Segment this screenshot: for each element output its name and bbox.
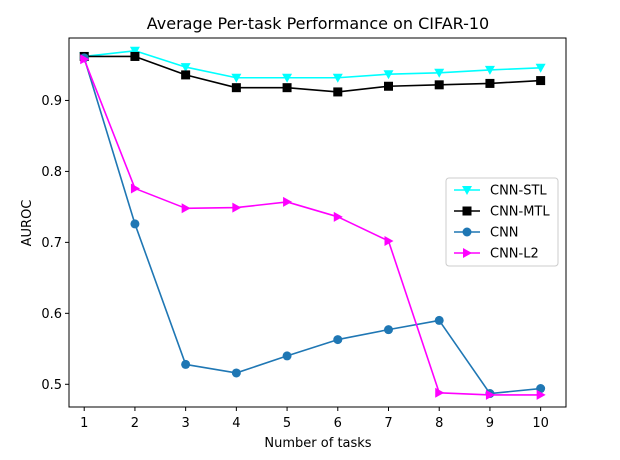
legend-label: CNN (490, 226, 519, 241)
series-line (83, 57, 541, 395)
data-point (384, 235, 394, 246)
x-tick-label: 6 (334, 416, 342, 431)
legend-item-cnn-l2: CNN-L2 (454, 247, 539, 262)
legend-label: CNN-L2 (490, 247, 539, 262)
legend-label: CNN-STL (490, 184, 547, 199)
data-point (130, 219, 140, 229)
y-axis: 0.5 0.6 0.7 0.8 0.9 (41, 94, 69, 393)
data-point (181, 203, 191, 214)
legend-marker (462, 206, 472, 216)
legend-item-cnn-mtl: CNN-MTL (454, 205, 550, 220)
series-line (84, 55, 541, 93)
series-line (84, 49, 541, 79)
data-point (282, 73, 293, 83)
legend: CNN-STL CNN-MTL CNN CNN-L2 (445, 177, 559, 267)
data-point (536, 76, 546, 86)
legend-marker (462, 186, 472, 195)
data-point (232, 202, 242, 213)
data-point (130, 51, 140, 61)
y-tick-label: 0.9 (41, 94, 62, 109)
data-point (434, 68, 445, 78)
data-point (384, 325, 393, 335)
x-tick-label: 5 (283, 416, 291, 431)
legend-item-cnn: CNN (454, 226, 519, 241)
data-point (231, 368, 241, 378)
plot-frame (68, 37, 567, 408)
data-point (434, 315, 444, 325)
data-point (181, 70, 191, 80)
y-axis-title: AUROC (20, 200, 35, 247)
legend-marker (463, 248, 472, 258)
legend-label: CNN-MTL (490, 205, 550, 220)
data-point (435, 387, 445, 398)
data-point (536, 389, 546, 400)
x-tick-label: 9 (486, 416, 494, 431)
data-point (536, 384, 546, 394)
data-point (129, 46, 140, 56)
data-point (384, 81, 393, 91)
legend-marker (462, 227, 472, 237)
plot-area (68, 37, 567, 408)
x-tick-label: 7 (384, 416, 392, 431)
data-point (231, 83, 241, 93)
legend-box (445, 177, 559, 267)
x-axis: 1 2 3 4 5 6 7 8 9 10 (80, 407, 549, 431)
series-cnn-mtl (79, 51, 546, 97)
data-point (484, 65, 495, 75)
x-tick-label: 1 (80, 416, 88, 431)
data-point (485, 78, 495, 88)
data-point (130, 183, 140, 194)
data-point (333, 87, 343, 97)
data-point (180, 63, 191, 73)
legend-item-cnn-stl: CNN-STL (454, 184, 547, 199)
data-point (80, 54, 90, 65)
chart-title: Average Per-task Performance on CIFAR-10 (147, 14, 489, 33)
data-point (383, 70, 394, 80)
data-point (332, 73, 343, 83)
x-tick-label: 2 (131, 416, 139, 431)
data-point (485, 389, 495, 400)
series-cnn-l2 (80, 54, 546, 400)
y-tick-label: 0.8 (41, 165, 62, 180)
data-point (282, 83, 292, 93)
data-point (333, 335, 343, 345)
series-cnn-stl (79, 46, 546, 83)
data-point (434, 80, 444, 90)
data-point (181, 359, 191, 369)
x-tick-label: 8 (435, 416, 443, 431)
y-tick-label: 0.6 (41, 307, 62, 322)
data-point (283, 196, 293, 207)
x-tick-label: 10 (532, 416, 549, 431)
y-tick-label: 0.7 (41, 236, 62, 251)
data-point (333, 211, 343, 222)
data-point (231, 73, 242, 83)
x-axis-title: Number of tasks (264, 436, 371, 451)
y-tick-label: 0.5 (41, 378, 62, 393)
data-point (535, 63, 546, 73)
x-tick-label: 3 (182, 416, 190, 431)
x-tick-label: 4 (232, 416, 240, 431)
data-point (282, 351, 292, 361)
series-line (83, 58, 541, 396)
